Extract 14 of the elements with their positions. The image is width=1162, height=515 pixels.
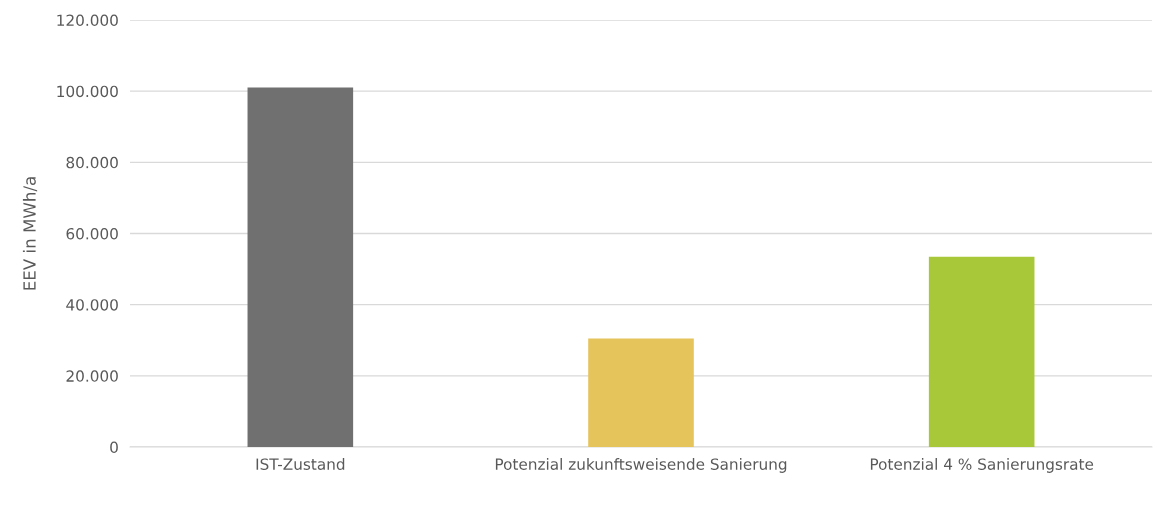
x-tick-label: Potenzial 4 % Sanierungsrate [870,458,1094,473]
bar [928,256,1035,447]
y-tick-label: 60.000 [66,227,118,240]
bar [247,87,354,447]
y-tick-label: 100.000 [57,85,118,98]
x-tick-label: IST-Zustand [256,458,345,470]
y-tick-label: 80.000 [66,156,118,169]
y-tick-label: 0 [110,441,118,454]
y-tick-label: 120.000 [57,14,118,27]
bar [588,338,694,447]
x-tick-label: Potenzial zukunftsweisende Sanierung [495,458,787,473]
y-tick-label: 20.000 [66,370,118,382]
y-tick-label: 40.000 [66,299,118,311]
y-axis-title: EEV in MWh/a [22,177,38,290]
